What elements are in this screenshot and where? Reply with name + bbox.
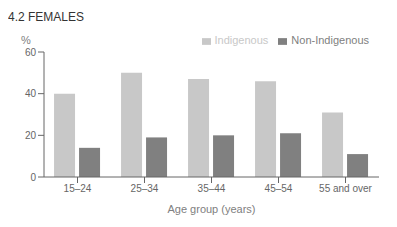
svg-text:25–34: 25–34 [131, 183, 159, 194]
svg-text:%: % [21, 34, 31, 46]
svg-text:0: 0 [30, 172, 36, 183]
html-text:4.2 FEMALES: 4.2 FEMALES [8, 10, 84, 24]
svg-text:45–54: 45–54 [265, 183, 293, 194]
svg-text:55 and over: 55 and over [319, 183, 372, 194]
svg-text:15–24: 15–24 [64, 183, 92, 194]
html-text:Indigenous: Indigenous [214, 34, 269, 46]
svg-text:20: 20 [25, 130, 37, 141]
html-text:Non-Indigenous: Non-Indigenous [291, 34, 369, 46]
svg-text:40: 40 [25, 88, 37, 99]
svg-text:35–44: 35–44 [198, 183, 226, 194]
svg-text:60: 60 [25, 47, 37, 58]
svg-text:Age group (years): Age group (years) [167, 203, 255, 215]
